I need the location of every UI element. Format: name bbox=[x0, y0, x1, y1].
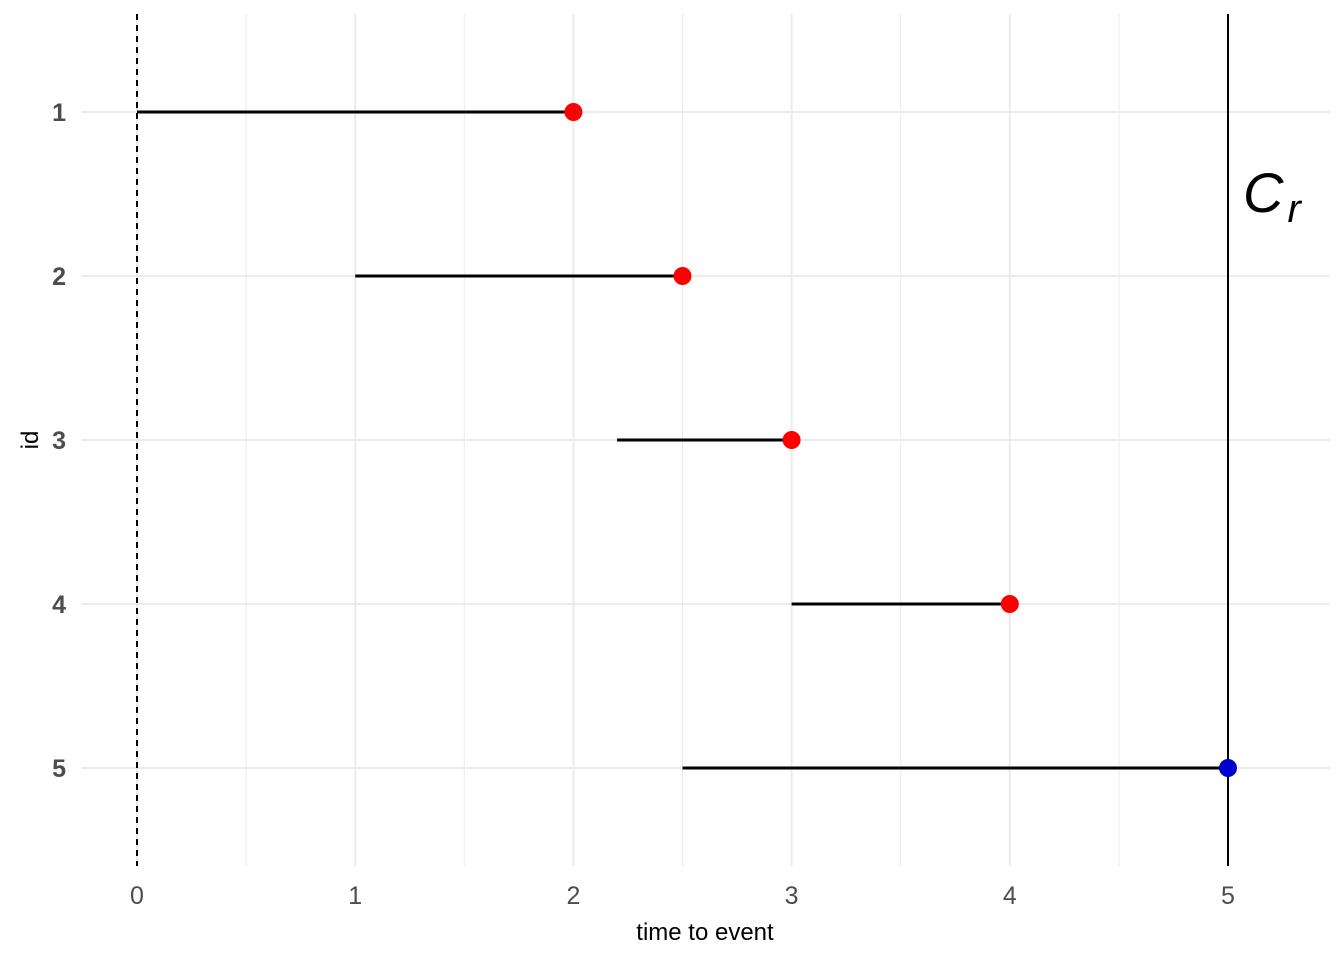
y-tick-label: 2 bbox=[52, 263, 66, 291]
x-tick-label: 0 bbox=[130, 882, 144, 910]
event-point-1 bbox=[564, 103, 583, 121]
y-tick-label: 1 bbox=[52, 99, 66, 127]
x-tick-label: 5 bbox=[1221, 882, 1235, 910]
segments bbox=[137, 110, 1228, 770]
x-tick-label: 1 bbox=[348, 882, 362, 910]
y-tick-label: 3 bbox=[52, 427, 66, 455]
event-point-3 bbox=[782, 431, 801, 449]
x-tick-label: 2 bbox=[566, 882, 580, 910]
censored-point-5 bbox=[1219, 759, 1237, 777]
x-tick-label: 3 bbox=[785, 882, 799, 910]
reference-lines bbox=[136, 14, 1229, 866]
x-tick-label: 4 bbox=[1003, 882, 1017, 910]
x-axis-title: time to event bbox=[636, 919, 774, 946]
y-axis-title: id bbox=[17, 431, 44, 450]
y-tick-labels: 1 2 3 4 5 bbox=[52, 99, 66, 783]
censoring-label-main: C bbox=[1243, 161, 1284, 224]
censoring-label-sub: r bbox=[1287, 187, 1302, 231]
y-tick-label: 4 bbox=[52, 591, 66, 619]
event-point-2 bbox=[673, 267, 692, 285]
endpoints bbox=[564, 103, 1237, 777]
x-tick-labels: 0 1 2 3 4 5 bbox=[130, 882, 1235, 910]
y-tick-label: 5 bbox=[52, 755, 66, 783]
event-point-4 bbox=[1000, 595, 1019, 613]
